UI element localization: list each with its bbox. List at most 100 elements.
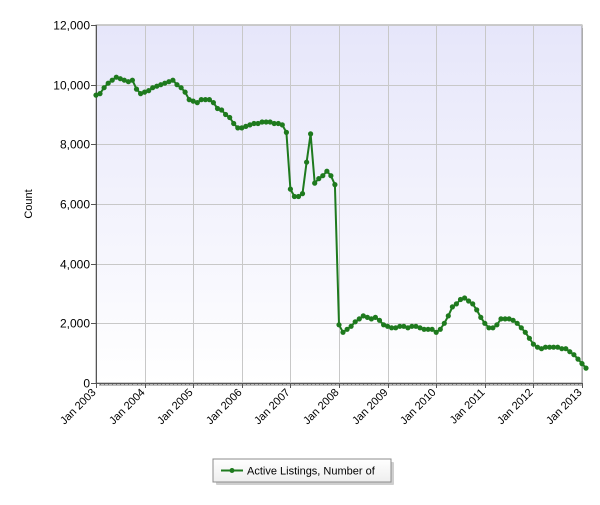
data-point xyxy=(352,319,358,325)
data-point xyxy=(97,91,103,97)
data-point xyxy=(316,176,322,182)
data-point xyxy=(417,325,423,331)
data-point xyxy=(235,125,241,131)
data-point xyxy=(389,325,395,331)
x-tick-label: Jan 2010 xyxy=(398,387,438,427)
data-point xyxy=(105,80,111,86)
data-point xyxy=(291,193,297,200)
data-point xyxy=(109,77,115,83)
x-tick-label: Jan 2009 xyxy=(350,387,390,427)
axes xyxy=(91,25,583,388)
data-point xyxy=(166,79,172,85)
data-point xyxy=(457,296,464,303)
data-point xyxy=(445,313,451,319)
legend-box xyxy=(212,458,392,483)
data-point xyxy=(547,344,553,350)
data-point xyxy=(320,173,326,179)
data-point xyxy=(502,316,508,322)
series-layer xyxy=(93,74,589,371)
x-tick-label: Jan 2013 xyxy=(544,387,584,427)
data-point xyxy=(267,119,273,125)
data-point xyxy=(231,120,237,127)
data-point xyxy=(433,329,439,335)
data-point xyxy=(247,122,253,128)
data-point xyxy=(413,323,419,329)
data-point xyxy=(567,349,573,355)
y-axis-title: Count xyxy=(23,189,35,218)
data-point xyxy=(555,344,561,350)
x-tick-label: Jan 2005 xyxy=(155,387,195,427)
legend-marker xyxy=(229,468,235,473)
x-tick-label: Jan 2011 xyxy=(448,387,488,427)
data-point xyxy=(174,82,180,88)
data-point xyxy=(437,326,443,332)
y-tick-label: 4,000 xyxy=(60,258,90,272)
data-point xyxy=(514,320,520,326)
data-point xyxy=(522,329,528,335)
legend-label: Active Listings, Number of xyxy=(247,466,376,478)
data-point xyxy=(299,191,306,197)
data-point xyxy=(470,301,476,307)
y-tick-label: 8,000 xyxy=(60,138,90,152)
data-point xyxy=(182,89,188,95)
data-point xyxy=(259,119,265,125)
data-point xyxy=(243,123,249,129)
data-point xyxy=(113,74,119,80)
data-point xyxy=(563,346,569,352)
data-point xyxy=(518,325,524,331)
data-point xyxy=(356,316,362,322)
data-point xyxy=(287,186,293,192)
data-point xyxy=(336,322,342,328)
data-point xyxy=(194,100,200,106)
data-point xyxy=(146,88,152,94)
data-point xyxy=(190,98,196,104)
x-tick-label: Jan 2012 xyxy=(495,387,535,427)
y-tick-label: 10,000 xyxy=(53,79,90,93)
data-point xyxy=(239,125,245,131)
data-point xyxy=(158,82,164,88)
data-point xyxy=(506,316,512,322)
data-point xyxy=(125,79,131,85)
y-tick-label: 0 xyxy=(83,377,90,391)
data-point xyxy=(206,97,212,103)
data-point xyxy=(255,120,261,127)
data-point xyxy=(344,326,350,332)
data-point xyxy=(401,323,407,329)
y-tick-label: 2,000 xyxy=(60,317,90,331)
data-point xyxy=(376,317,383,323)
data-point xyxy=(385,323,391,329)
data-point xyxy=(340,329,346,335)
x-tick-label: Jan 2004 xyxy=(107,387,147,427)
data-point xyxy=(295,193,302,200)
x-tick-label: Jan 2006 xyxy=(204,387,244,427)
data-point xyxy=(482,320,488,326)
data-point xyxy=(381,322,387,328)
data-point xyxy=(219,107,225,113)
data-point xyxy=(542,344,549,350)
data-point xyxy=(150,85,156,91)
data-point xyxy=(275,120,281,127)
data-point xyxy=(551,344,557,350)
data-point xyxy=(534,344,541,350)
data-point xyxy=(575,356,581,362)
data-point xyxy=(142,89,148,95)
data-point xyxy=(154,83,160,89)
data-point xyxy=(101,85,107,91)
data-point xyxy=(121,77,127,83)
data-point xyxy=(198,97,204,103)
data-point xyxy=(429,326,435,332)
data-point xyxy=(490,325,496,331)
data-point xyxy=(210,100,216,106)
data-point xyxy=(498,316,504,322)
data-point xyxy=(368,316,374,322)
data-point xyxy=(462,295,468,301)
data-point xyxy=(583,365,589,371)
data-point xyxy=(129,77,135,83)
data-point xyxy=(510,317,516,323)
x-tick-label: Jan 2008 xyxy=(301,387,341,427)
data-point xyxy=(393,325,399,331)
data-point xyxy=(186,97,192,103)
data-point xyxy=(162,80,168,86)
